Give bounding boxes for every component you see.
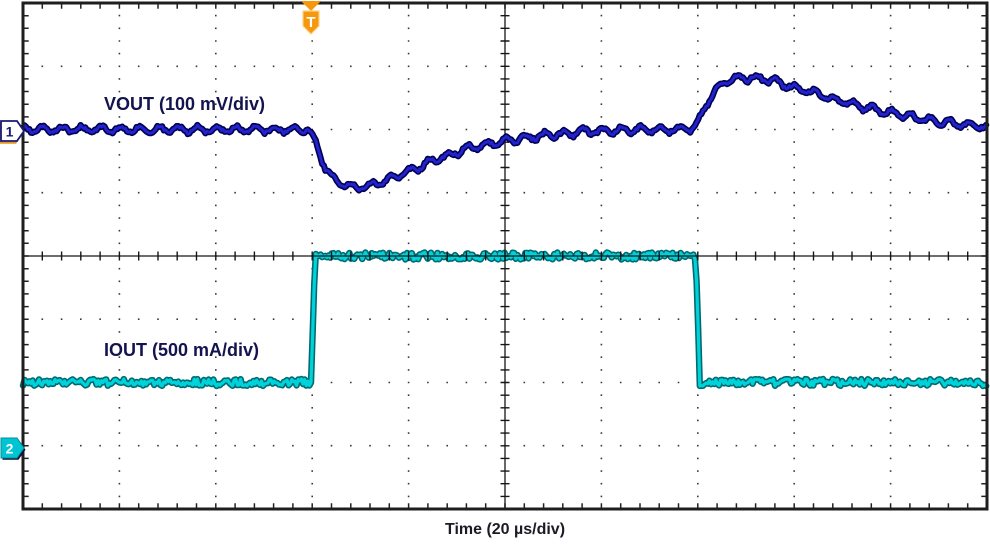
vout-trace-core (21, 73, 988, 192)
vout-trace-label: VOUT (100 mV/div) (104, 94, 266, 114)
channel-2-marker-body (0, 437, 25, 459)
channel-2-marker-icon: 2 (0, 437, 26, 460)
vout-trace (19, 72, 990, 194)
trigger-marker-icon: T (301, 1, 321, 35)
center-crosshair-ticks (41, 15, 969, 498)
waveform-traces (19, 3, 990, 509)
x-axis-label: Time (20 µs/div) (444, 521, 566, 538)
channel-1-marker-body (0, 120, 26, 142)
trigger-badge-icon (302, 10, 320, 35)
trigger-arrow-icon (301, 1, 321, 11)
iout-trace-label: IOUT (500 mA/div) (104, 340, 260, 360)
trigger-label: T (306, 14, 315, 31)
plot-frame (21, 1, 989, 511)
channel-2-number: 2 (6, 441, 14, 457)
channel-1-marker-icon: 1 (0, 120, 26, 144)
plot-border (21, 1, 989, 511)
channel-1-number: 1 (6, 124, 14, 140)
